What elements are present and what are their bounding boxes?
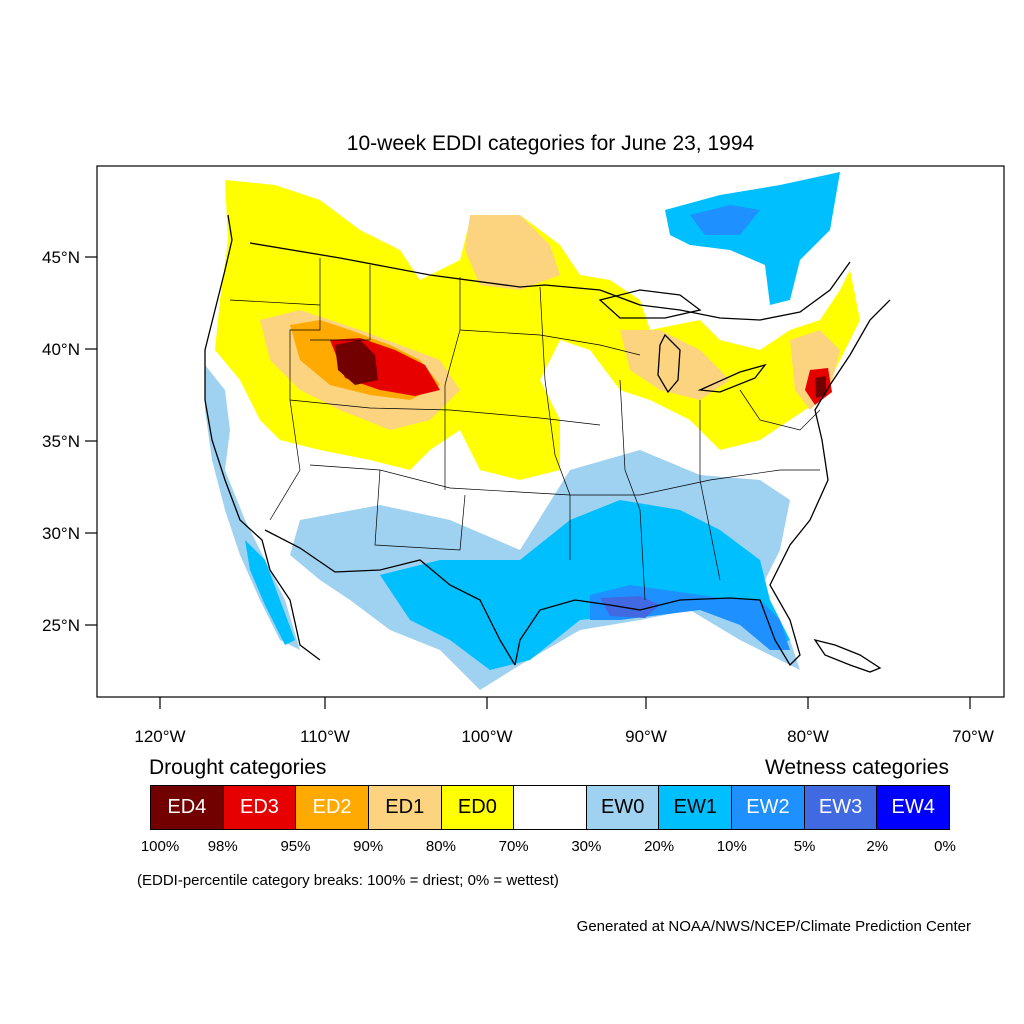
percentile-break-label: 10% — [716, 838, 747, 855]
lon-label: 100°W — [461, 727, 512, 746]
lon-label: 80°W — [787, 727, 829, 746]
map-field — [200, 172, 930, 695]
lon-labels: 120°W 110°W 100°W 90°W 80°W 70°W — [134, 727, 993, 746]
lon-label: 110°W — [300, 727, 350, 746]
percentile-break-label: 0% — [934, 838, 956, 855]
percentile-break-label: 20% — [644, 838, 675, 855]
legend-cell-ew1: EW1 — [659, 786, 733, 829]
legend-cell-ew0: EW0 — [586, 786, 660, 829]
percentile-break-label: 95% — [280, 838, 311, 855]
chesapeake-ed4 — [815, 376, 826, 398]
category-breaks-note: (EDDI-percentile category breaks: 100% =… — [137, 872, 559, 889]
lon-label: 90°W — [625, 727, 667, 746]
lon-label: 120°W — [134, 727, 185, 746]
legend-cell-ed1: ED1 — [368, 786, 442, 829]
legend-cell-ed2: ED2 — [296, 786, 369, 829]
percentile-break-label: 80% — [425, 838, 456, 855]
west-coast-ew0 — [205, 365, 300, 650]
category-legend: ED4 ED3 ED2 ED1 ED0 EW0 EW1 EW2 EW3 EW4 — [150, 785, 950, 830]
lake-superior — [598, 289, 702, 319]
cuba-coast — [813, 638, 882, 673]
lat-labels: 45°N 40°N 35°N 30°N 25°N — [42, 248, 80, 635]
west-coastline — [204, 214, 321, 661]
boundaries — [204, 214, 891, 673]
legend-cell-ew2: EW2 — [732, 786, 805, 829]
baja-ew1 — [245, 540, 295, 645]
map-frame — [96, 165, 1005, 698]
lat-label: 40°N — [42, 340, 80, 359]
lat-tick-marks — [85, 256, 97, 626]
dakotas-ed1 — [465, 215, 560, 290]
great-lakes-north-ew2 — [690, 205, 760, 235]
lat-label: 25°N — [42, 616, 80, 635]
lat-label: 35°N — [42, 432, 80, 451]
legend-cell-ed4: ED4 — [151, 786, 224, 829]
percentile-break-label: 30% — [571, 838, 602, 855]
great-lakes-ed1 — [620, 330, 730, 400]
state-lines — [229, 258, 821, 601]
rockies-ed4 — [335, 340, 378, 385]
legend-cell-ew3: EW3 — [804, 786, 878, 829]
percentile-break-label: 98% — [207, 838, 238, 855]
lat-label: 30°N — [42, 524, 80, 543]
percentile-break-label: 70% — [498, 838, 529, 855]
south-central-ew1 — [380, 500, 790, 670]
canada-border — [249, 242, 851, 321]
percentile-break-label: 2% — [866, 838, 889, 855]
drought-categories-heading: Drought categories — [149, 756, 327, 779]
wetness-regions — [205, 172, 840, 690]
lon-label: 70°W — [952, 727, 994, 746]
lon-tick-marks — [159, 697, 971, 709]
lake-erie — [697, 363, 767, 393]
percentile-break-label: 100% — [140, 838, 180, 855]
legend-cell-near-normal — [514, 786, 587, 829]
great-lakes-north-ew1 — [665, 172, 840, 305]
lake-michigan — [657, 333, 681, 394]
mexico-border — [264, 529, 516, 666]
gulf-coastline — [514, 299, 891, 667]
percentile-break-label: 5% — [793, 838, 816, 855]
percentile-break-label: 90% — [353, 838, 384, 855]
legend-cell-ed3: ED3 — [223, 786, 297, 829]
louisiana-ew3 — [600, 596, 660, 618]
wetness-categories-heading: Wetness categories — [764, 756, 949, 779]
lat-label: 45°N — [42, 248, 80, 267]
map-title: 10-week EDDI categories for June 23, 199… — [346, 132, 755, 155]
credit-line: Generated at NOAA/NWS/NCEP/Climate Predi… — [576, 918, 971, 935]
legend-cell-ew4: EW4 — [877, 786, 950, 829]
legend-cell-ed0: ED0 — [441, 786, 515, 829]
